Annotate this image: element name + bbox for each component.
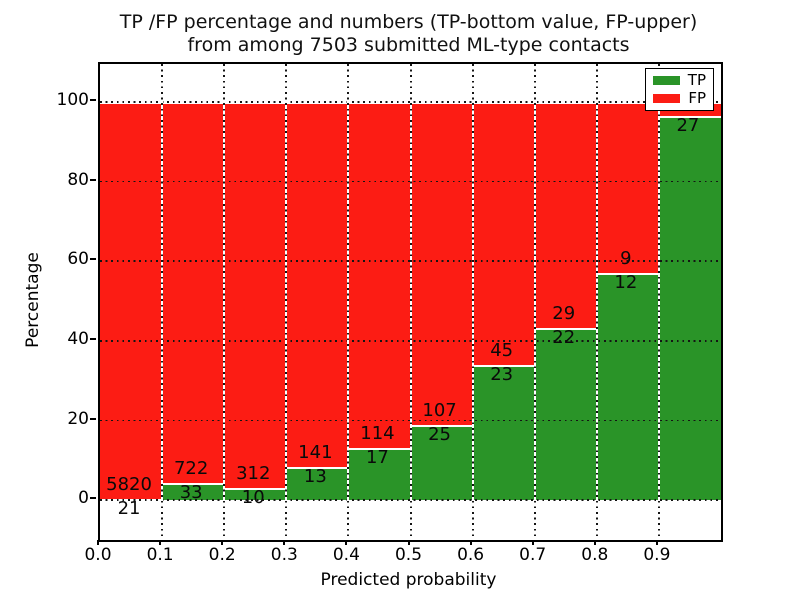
y-tick-mark bbox=[90, 98, 96, 101]
plot-area bbox=[98, 62, 723, 542]
bar-segment-fp bbox=[224, 101, 287, 488]
bar-segment-tp bbox=[348, 448, 411, 501]
tp-count-label: 12 bbox=[614, 271, 638, 293]
legend-label: FP bbox=[688, 88, 706, 107]
x-tick-mark bbox=[469, 540, 472, 545]
legend-row: FP bbox=[653, 90, 706, 106]
x-tick-mark bbox=[531, 540, 534, 545]
x-tick-mark bbox=[407, 540, 410, 545]
tp-count-label: 21 bbox=[117, 497, 141, 519]
x-tick-label: 0.6 bbox=[457, 545, 485, 565]
tp-count-label: 13 bbox=[303, 465, 327, 487]
legend-row: TP bbox=[653, 73, 706, 89]
y-tick-mark bbox=[90, 337, 96, 340]
x-tick-label: 0.5 bbox=[394, 545, 423, 565]
tp-count-label: 22 bbox=[552, 327, 576, 349]
v-gridline bbox=[533, 64, 536, 540]
fp-count-label: 114 bbox=[360, 423, 395, 445]
fp-count-label: 722 bbox=[173, 457, 209, 479]
bar-segment-fp bbox=[410, 101, 473, 425]
bar-segment-tp bbox=[162, 482, 225, 501]
x-tick-label: 0.4 bbox=[332, 545, 360, 565]
x-tick-mark bbox=[655, 540, 658, 545]
y-tick-label: 40 bbox=[67, 328, 89, 349]
x-tick-label: 0.8 bbox=[581, 545, 609, 565]
x-tick-mark bbox=[97, 540, 99, 545]
y-tick-mark bbox=[90, 417, 96, 420]
x-tick-label: 0.0 bbox=[84, 545, 112, 565]
legend-swatch-fp-icon bbox=[653, 93, 680, 103]
tp-count-label: 10 bbox=[241, 486, 265, 508]
chart-title-line1: TP /FP percentage and numbers (TP-bottom… bbox=[119, 11, 698, 33]
y-tick-label: 100 bbox=[56, 89, 89, 110]
bar-segment-tp bbox=[472, 365, 535, 501]
bar-segment-fp bbox=[596, 101, 659, 273]
bar-segment-fp bbox=[162, 101, 225, 483]
fp-count-label: 5820 bbox=[106, 473, 152, 495]
y-tick-label: 80 bbox=[67, 169, 89, 190]
y-tick-mark bbox=[90, 258, 96, 261]
x-tick-label: 0.2 bbox=[208, 545, 236, 565]
bar-segment-fp bbox=[534, 101, 597, 329]
y-tick-mark bbox=[90, 178, 96, 181]
bar-segment-tp bbox=[596, 272, 659, 501]
y-tick-label: 20 bbox=[67, 408, 89, 429]
v-gridline bbox=[347, 64, 350, 540]
x-tick-label: 0.9 bbox=[643, 545, 671, 565]
y-tick-mark bbox=[90, 497, 96, 500]
x-tick-mark bbox=[221, 540, 224, 545]
tp-count-label: 33 bbox=[179, 481, 203, 503]
legend-swatch-tp-icon bbox=[653, 76, 680, 86]
v-gridline bbox=[409, 64, 412, 540]
legend: TP FP bbox=[645, 68, 714, 111]
tp-count-label: 23 bbox=[490, 364, 514, 386]
x-tick-label: 0.3 bbox=[270, 545, 298, 565]
bar-segment-fp bbox=[472, 101, 535, 366]
x-tick-mark bbox=[159, 540, 162, 545]
y-tick-label: 60 bbox=[67, 249, 89, 270]
fp-count-label: 29 bbox=[552, 303, 576, 325]
x-tick-mark bbox=[345, 540, 348, 545]
tp-count-label: 27 bbox=[676, 115, 700, 137]
fp-count-label: 9 bbox=[620, 247, 632, 269]
fp-count-label: 45 bbox=[490, 340, 514, 362]
legend-label: TP bbox=[687, 71, 706, 90]
fp-count-label: 107 bbox=[422, 399, 457, 421]
y-tick-label: 0 bbox=[78, 488, 89, 509]
chart-title-line2: from among 7503 submitted ML-type contac… bbox=[187, 34, 630, 56]
fp-count-label: 141 bbox=[298, 441, 333, 463]
fp-count-label: 312 bbox=[236, 462, 271, 484]
tp-count-label: 17 bbox=[365, 447, 389, 469]
bar-segment-fp bbox=[348, 101, 411, 449]
x-tick-label: 0.1 bbox=[146, 545, 174, 565]
bar-segment-tp bbox=[410, 424, 473, 501]
x-tick-mark bbox=[593, 540, 596, 545]
v-gridline bbox=[161, 64, 164, 540]
x-tick-label: 0.7 bbox=[519, 545, 547, 565]
x-tick-mark bbox=[283, 540, 286, 545]
v-gridline bbox=[471, 64, 474, 540]
bar-segment-fp bbox=[286, 101, 349, 467]
bar-segment-tp bbox=[286, 466, 349, 501]
tp-count-label: 25 bbox=[428, 423, 451, 445]
x-axis-label: Predicted probability bbox=[320, 570, 497, 590]
v-gridline bbox=[223, 64, 226, 540]
v-gridline bbox=[285, 64, 288, 540]
bar-segment-fp bbox=[100, 101, 163, 499]
bar-segment-tp bbox=[658, 116, 721, 501]
v-gridline bbox=[595, 64, 598, 540]
v-gridline bbox=[657, 64, 660, 540]
bar-segment-tp bbox=[224, 487, 287, 501]
bar-segment-tp bbox=[534, 328, 597, 501]
